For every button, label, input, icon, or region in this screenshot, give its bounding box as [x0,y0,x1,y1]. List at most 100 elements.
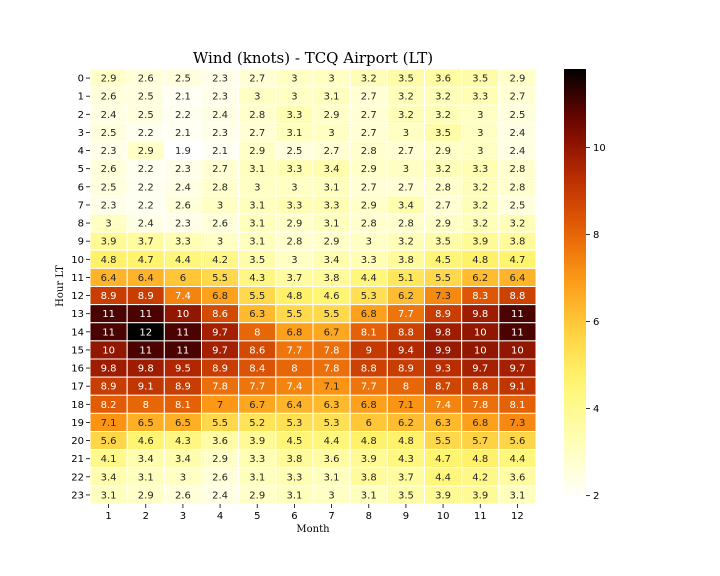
cell-value-label: 11 [177,345,190,356]
cell-value-label: 5.1 [398,273,414,284]
y-tick-label: 14 [71,327,84,338]
cell-value-label: 7.4 [175,291,191,302]
cell-value-label: 3.4 [175,454,191,465]
cell-value-label: 3.2 [435,164,451,175]
cell-value-label: 8.8 [509,291,525,302]
cell-value-label: 6.2 [398,418,414,429]
cell-value-label: 9.7 [212,345,228,356]
cell-value-label: 9.8 [435,327,451,338]
cell-value-label: 4.6 [324,291,340,302]
y-tick-label: 9 [78,237,84,248]
x-tick-label: 12 [511,511,524,522]
cell-value-label: 4.7 [435,454,451,465]
cell-value-label: 8 [291,364,297,375]
cell-value-label: 10 [511,345,524,356]
cell-value-label: 2.3 [101,146,117,157]
y-tick-label: 12 [71,291,84,302]
cell-value-label: 8.8 [398,327,414,338]
cell-value-label: 3.1 [286,490,302,501]
x-axis-label: Month [296,524,330,535]
cell-value-label: 2.4 [101,110,117,121]
cell-value-label: 2.9 [324,110,340,121]
cell-value-label: 7.7 [361,382,377,393]
cell-value-label: 3 [328,490,334,501]
cell-value-label: 3.6 [509,472,525,483]
cell-value-label: 11 [511,327,524,338]
cell-value-label: 4.3 [175,436,191,447]
cell-value-label: 2.9 [286,219,302,230]
colorbar-ticks: 2 4 6 8 10 [586,143,606,502]
cell-value-label: 3.2 [398,237,414,248]
cell-value-label: 2.9 [509,74,525,85]
cell-value-label: 8.7 [435,382,451,393]
cell-value-label: 3.5 [472,74,488,85]
cell-value-label: 3.2 [361,74,377,85]
cell-value-label: 2.6 [212,472,228,483]
cell-value-label: 2.3 [212,128,228,139]
cell-value-label: 8.9 [175,382,191,393]
y-tick-label: 19 [71,418,84,429]
y-tick-label: 6 [78,182,84,193]
cell-value-label: 3.9 [472,490,488,501]
cell-value-label: 2.5 [509,200,525,211]
y-tick-label: 2 [78,110,84,121]
cell-value-label: 7.1 [324,382,340,393]
cell-value-label: 3.4 [324,164,340,175]
cell-value-label: 3.3 [286,110,302,121]
cell-value-label: 3 [403,128,409,139]
cell-value-label: 2.6 [175,490,191,501]
cell-value-label: 8 [143,400,149,411]
cell-value-label: 2.3 [101,200,117,211]
colorbar [564,69,586,500]
cell-value-label: 6.8 [286,327,302,338]
cell-value-label: 6.2 [398,291,414,302]
cell-value-label: 3.7 [286,273,302,284]
cell-value-label: 8.9 [212,364,228,375]
cell-value-label: 11 [102,309,115,320]
cell-value-label: 9 [366,345,372,356]
cell-value-label: 6.4 [286,400,302,411]
cell-value-label: 9.5 [175,364,191,375]
cell-value-label: 4.6 [138,436,154,447]
cell-value-label: 3.6 [212,436,228,447]
cell-value-label: 11 [139,309,152,320]
cell-value-label: 5.2 [249,418,265,429]
cell-value-label: 10 [474,327,487,338]
y-tick-label: 20 [71,436,84,447]
cell-value-label: 3 [105,219,111,230]
cell-value-label: 10 [102,345,115,356]
cell-value-label: 2.8 [361,219,377,230]
cell-value-label: 8.6 [212,309,228,320]
cell-value-label: 3 [328,128,334,139]
cell-value-label: 5.7 [472,436,488,447]
chart-title: Wind (knots) - TCQ Airport (LT) [193,49,433,67]
cell-value-label: 3.2 [435,110,451,121]
x-tick-label: 9 [403,511,409,522]
cell-value-label: 3.8 [509,237,525,248]
x-tick-label: 6 [291,511,297,522]
cell-value-label: 8 [403,382,409,393]
cell-value-label: 3.8 [324,273,340,284]
cell-value-label: 2.8 [435,182,451,193]
cell-value-label: 6.8 [472,418,488,429]
cell-value-label: 2.1 [175,128,191,139]
cell-value-label: 6.4 [509,273,525,284]
y-tick-label: 7 [78,200,84,211]
y-tick-label: 11 [71,273,84,284]
cell-value-label: 8.9 [398,364,414,375]
y-tick-label: 22 [71,472,84,483]
cell-value-label: 3.6 [435,74,451,85]
colorbar-tick-label: 10 [593,143,606,154]
cell-value-label: 2.9 [212,454,228,465]
x-tick-label: 3 [180,511,186,522]
cell-value-label: 9.3 [435,364,451,375]
cell-value-label: 3 [291,74,297,85]
y-tick-label: 18 [71,400,84,411]
x-tick-label: 1 [105,511,111,522]
cell-value-label: 3 [217,237,223,248]
cell-value-label: 2.3 [175,164,191,175]
x-tick-label: 7 [328,511,334,522]
cell-value-label: 6.2 [472,273,488,284]
cell-value-label: 3.1 [509,490,525,501]
